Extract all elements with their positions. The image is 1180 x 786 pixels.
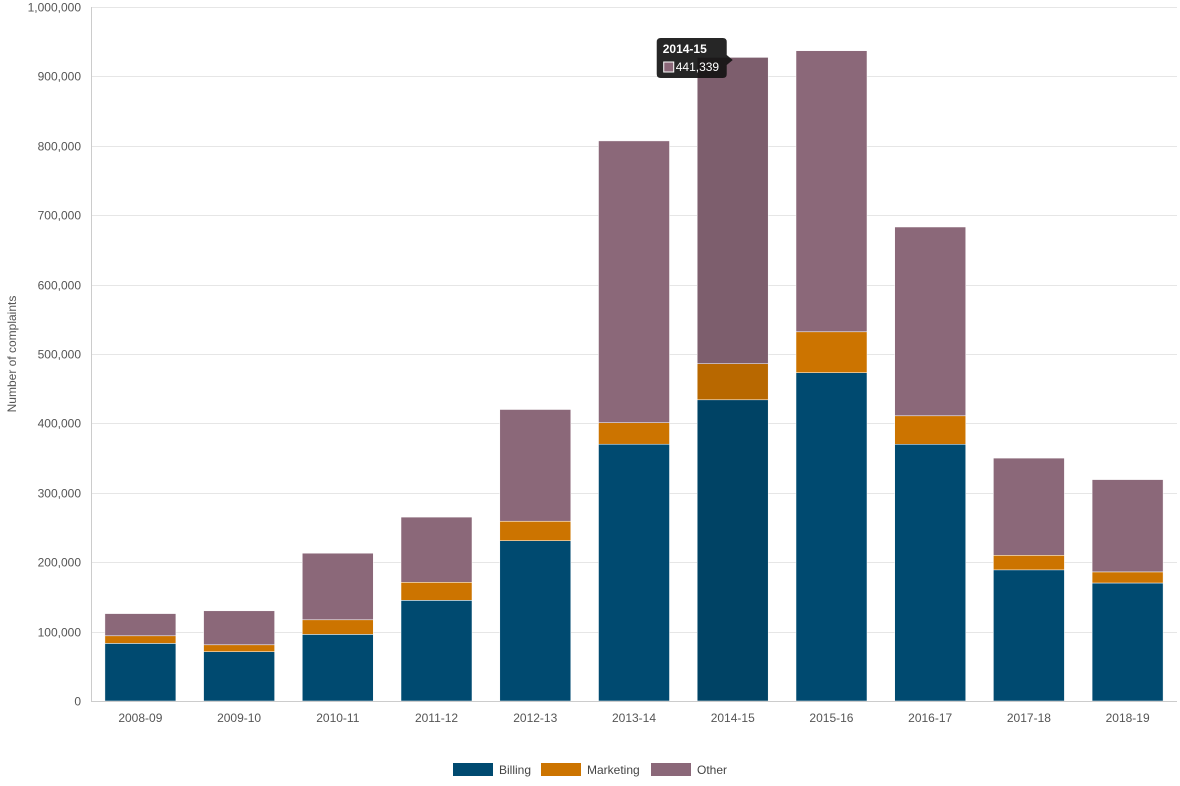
bar-marketing-2011-12[interactable] [400, 582, 473, 601]
bars [104, 50, 1164, 702]
bar-billing-2017-18[interactable] [993, 569, 1065, 702]
bar-billing-2009-10[interactable] [203, 651, 275, 702]
y-tick-label: 600,000 [38, 279, 82, 293]
legend-item-marketing[interactable]: Marketing [541, 763, 640, 777]
x-tick-label: 2011-12 [415, 711, 458, 725]
x-tick-label: 2016-17 [908, 711, 952, 725]
bar-marketing-2009-10[interactable] [203, 644, 275, 652]
bar-marketing-2017-18[interactable] [993, 555, 1065, 571]
y-tick-label: 200,000 [38, 556, 82, 570]
bar-marketing-2015-16[interactable] [795, 331, 868, 373]
legend-swatch [453, 763, 493, 776]
legend-item-billing[interactable]: Billing [453, 763, 531, 777]
tooltip-box [656, 38, 733, 78]
bar-other-2014-15[interactable] [696, 57, 769, 364]
bar-other-2017-18[interactable] [993, 457, 1065, 556]
x-axis-ticks: 2008-09 2009-10 2010-11 2011-12 2012-13 2013-… [118, 711, 1150, 725]
legend-label: Billing [499, 763, 531, 777]
y-tick-label: 100,000 [38, 626, 82, 640]
bar-other-2015-16[interactable] [795, 50, 868, 333]
x-tick-label: 2015-16 [809, 711, 853, 725]
bar-marketing-2012-13[interactable] [499, 521, 572, 541]
bar-billing-2008-09[interactable] [104, 643, 177, 702]
x-tick-label: 2010-11 [316, 711, 359, 725]
bar-other-2018-19[interactable] [1091, 479, 1164, 573]
legend: Billing Marketing Other [453, 763, 727, 777]
bar-marketing-2018-19[interactable] [1091, 571, 1164, 584]
tooltip: 2014-15 441,339 [656, 38, 733, 78]
tooltip-title: 2014-15 [663, 42, 707, 56]
bar-other-2009-10[interactable] [203, 610, 275, 646]
legend-swatch [541, 763, 581, 776]
y-tick-label: 300,000 [38, 487, 82, 501]
y-axis-title: Number of complaints [5, 296, 19, 413]
bar-billing-2016-17[interactable] [894, 443, 966, 702]
bar-other-2013-14[interactable] [598, 140, 670, 423]
bar-marketing-2008-09[interactable] [104, 635, 177, 644]
x-tick-label: 2013-14 [612, 711, 656, 725]
x-tick-label: 2018-19 [1106, 711, 1150, 725]
x-tick-label: 2014-15 [711, 711, 755, 725]
bar-marketing-2013-14[interactable] [598, 422, 670, 445]
bar-other-2010-11[interactable] [302, 552, 374, 621]
legend-swatch [651, 763, 691, 776]
bar-marketing-2014-15[interactable] [696, 363, 769, 401]
bar-other-2016-17[interactable] [894, 226, 966, 417]
legend-label: Other [697, 763, 727, 777]
x-tick-label: 2008-09 [118, 711, 162, 725]
tooltip-value: 441,339 [676, 60, 720, 74]
bar-marketing-2010-11[interactable] [302, 619, 374, 635]
bar-billing-2014-15[interactable] [696, 399, 769, 702]
legend-label: Marketing [587, 763, 640, 777]
x-tick-label: 2009-10 [217, 711, 261, 725]
tooltip-swatch [663, 61, 675, 73]
bar-billing-2012-13[interactable] [499, 540, 572, 702]
bar-billing-2010-11[interactable] [302, 634, 374, 702]
bar-billing-2013-14[interactable] [598, 443, 670, 702]
y-tick-label: 700,000 [38, 209, 82, 223]
y-axis-ticks: 0 100,000 200,000 300,000 400,000 500,000 600,… [28, 1, 82, 709]
y-tick-label: 800,000 [38, 140, 82, 154]
y-tick-label: 400,000 [38, 417, 82, 431]
legend-item-other[interactable]: Other [651, 763, 727, 777]
bar-billing-2018-19[interactable] [1091, 582, 1164, 702]
y-tick-label: 900,000 [38, 70, 82, 84]
bar-other-2011-12[interactable] [400, 516, 473, 583]
x-tick-label: 2012-13 [513, 711, 557, 725]
y-tick-label: 0 [74, 695, 81, 709]
y-tick-label: 1,000,000 [28, 1, 82, 15]
bar-other-2008-09[interactable] [104, 613, 177, 637]
x-tick-label: 2017-18 [1007, 711, 1051, 725]
bar-marketing-2016-17[interactable] [894, 415, 966, 445]
bar-other-2012-13[interactable] [499, 409, 572, 522]
bar-billing-2015-16[interactable] [795, 372, 868, 702]
bar-billing-2011-12[interactable] [400, 600, 473, 702]
y-tick-label: 500,000 [38, 348, 82, 362]
